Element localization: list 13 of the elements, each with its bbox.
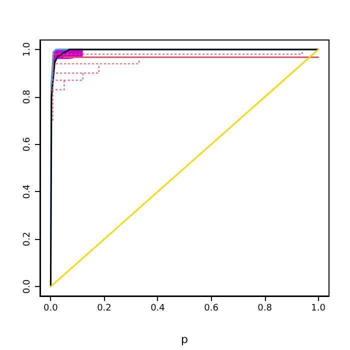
x-tick-label: 0.6 [204,304,219,314]
x-tick-label: 1.0 [311,304,326,314]
y-tick-label: 0.4 [22,184,32,199]
x-tick-label: 0.4 [150,304,166,314]
y-tick-label: 0.2 [22,232,32,246]
x-tick-label: 0.8 [258,304,272,314]
y-tick-label: 0.0 [22,279,32,294]
y-tick-label: 1.0 [22,42,32,57]
y-tick-label: 0.6 [22,136,32,152]
x-axis-title: p [181,333,188,346]
x-tick-label: 0.2 [97,304,112,314]
y-tick-label: 0.8 [22,89,32,104]
x-tick-label: 0.0 [44,304,58,314]
